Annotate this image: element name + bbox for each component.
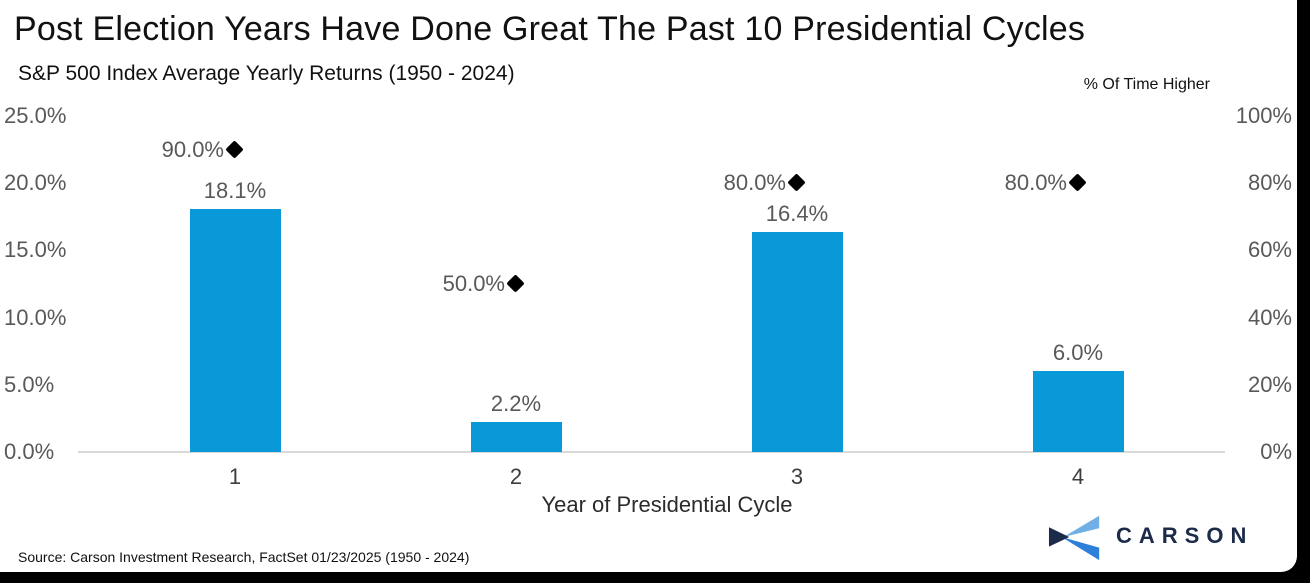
left-axis-tick: 0.0% [4,439,55,464]
carson-logo: CARSON [1048,503,1253,569]
bar [190,209,281,452]
left-axis-tick: 10.0% [4,304,67,330]
source-note: Source: Carson Investment Research, Fact… [18,549,470,565]
chart-title: Post Election Years Have Done Great The … [14,10,1086,48]
right-axis-tick: 0% [1260,439,1292,464]
diamond-value-label: 50.0% [442,271,505,296]
bar-value-label: 18.1% [203,178,267,203]
right-axis-tick: 40% [1247,304,1292,330]
chart-subtitle: S&P 500 Index Average Yearly Returns (19… [18,62,515,85]
x-category-label: 4 [1071,464,1085,489]
right-axis-tick: 60% [1247,237,1292,263]
right-axis-tick: 20% [1247,371,1292,397]
bar [1033,371,1124,452]
diamond-marker [225,140,244,159]
bar [471,422,562,452]
bar-value-label: 16.4% [765,201,829,226]
diamond-marker [506,274,525,293]
diamond-marker [1068,173,1087,192]
bar-value-label: 6.0% [1052,340,1104,365]
diamond-marker [787,173,806,192]
x-axis-baseline [78,451,1225,453]
x-category-label: 1 [228,464,242,489]
left-axis-tick: 20.0% [4,170,67,196]
diamond-value-label: 80.0% [1004,170,1067,195]
diamond-value-label: 80.0% [723,170,786,195]
left-axis-tick: 5.0% [4,371,55,397]
x-axis-title: Year of Presidential Cycle [541,492,793,517]
chart-card: Post Election Years Have Done Great The … [0,0,1297,572]
right-axis-tick: 100% [1235,103,1292,128]
left-axis-tick: 15.0% [4,237,67,263]
bar [752,232,843,452]
left-axis-tick: 25.0% [4,103,67,128]
carson-logo-text: CARSON [1116,523,1254,548]
right-axis-tick: 80% [1247,170,1292,196]
right-axis-title: % Of Time Higher [1083,76,1210,93]
chart-area: 25.0% 20.0% 15.0% 10.0% 5.0% 0.0% 100% 80% 60% 40… [4,103,1292,489]
diamond-value-label: 90.0% [161,137,224,162]
bar-value-label: 2.2% [490,391,542,416]
carson-chevron-icon [1048,515,1100,561]
x-category-label: 3 [790,464,804,489]
x-category-label: 2 [509,464,523,489]
